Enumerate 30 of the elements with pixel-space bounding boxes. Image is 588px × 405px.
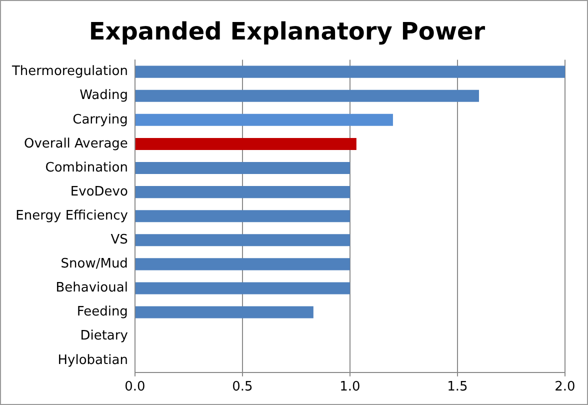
bar	[135, 138, 356, 150]
bar	[135, 234, 350, 246]
bar	[135, 306, 314, 318]
bar	[135, 186, 350, 198]
y-tick-label: VS	[110, 232, 128, 248]
chart-title: Expanded Explanatory Power	[88, 18, 486, 46]
bar	[135, 90, 479, 102]
y-tick-label: Energy Efficiency	[16, 208, 128, 224]
y-tick-label: Dietary	[80, 328, 128, 344]
bar	[135, 66, 565, 78]
x-tick-label: 0.5	[232, 380, 253, 395]
x-tick-label: 1.0	[340, 380, 360, 395]
x-tick-label: 2.0	[554, 380, 576, 395]
y-tick-label: Combination	[45, 160, 128, 176]
y-tick-label: Wading	[80, 88, 128, 104]
bar	[135, 210, 350, 222]
bar	[135, 114, 393, 126]
x-tick-label: 1.5	[447, 380, 468, 395]
bar	[135, 162, 350, 174]
x-tick-label: 0.0	[124, 380, 146, 395]
y-tick-label: Hylobatian	[58, 352, 128, 368]
bar	[135, 282, 350, 294]
y-tick-label: EvoDevo	[70, 184, 128, 200]
y-tick-label: Feeding	[76, 304, 128, 320]
y-tick-label: Snow/Mud	[60, 256, 128, 272]
y-tick-label: Overall Average	[24, 136, 128, 152]
y-tick-label: Carrying	[72, 112, 128, 128]
y-tick-label: Thermoregulation	[10, 64, 128, 80]
bar	[135, 258, 350, 270]
y-tick-label: Behavioual	[56, 280, 128, 296]
